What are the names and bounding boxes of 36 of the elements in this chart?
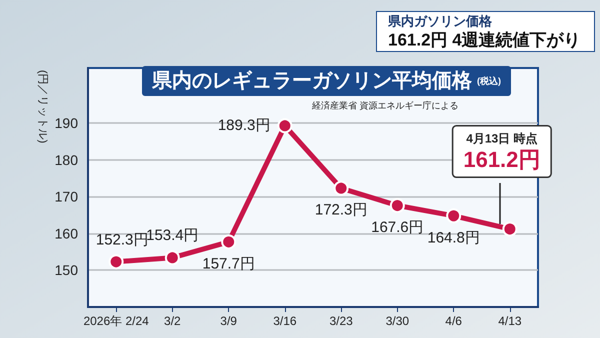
x-tick-label: 2026年 2/24 xyxy=(83,314,150,328)
data-label: 172.3円 xyxy=(314,202,368,219)
x-tick-label: 3/30 xyxy=(386,314,410,328)
point xyxy=(108,254,124,270)
point xyxy=(277,118,292,134)
y-tick-label: 190 xyxy=(54,115,78,132)
text: 県内ガソリン価格 xyxy=(387,14,493,28)
data-label: 157.7円 xyxy=(202,255,255,272)
chart-title: 県内のレギュラーガソリン平均価格 xyxy=(151,70,473,92)
point xyxy=(502,222,518,237)
data-label: 164.8円 xyxy=(427,229,480,246)
annotation: 4月13日 時点 xyxy=(466,132,538,146)
x-tick-label: 3/16 xyxy=(273,314,297,328)
data-label: 153.4円 xyxy=(146,227,199,244)
y-tick-label: 170 xyxy=(54,188,78,205)
point xyxy=(164,250,180,266)
point xyxy=(446,208,462,224)
data-label: 152.3円 xyxy=(96,231,148,248)
x-tick-label: 4/6 xyxy=(445,314,462,328)
x-tick-label: 3/9 xyxy=(220,314,238,328)
y-tick-label: 180 xyxy=(54,152,78,168)
point xyxy=(221,234,236,250)
x-tick-label: 3/2 xyxy=(164,314,182,328)
annotation: 経済産業省 資源エネルギー庁による xyxy=(311,100,459,110)
y-tick-label: 160 xyxy=(54,225,78,242)
point xyxy=(334,180,349,196)
y-axis-title: (円／リットル) xyxy=(36,70,48,144)
text: 161.2円 4週連続値下がり xyxy=(388,30,581,50)
y-tick-label: 150 xyxy=(54,262,78,278)
point xyxy=(390,198,405,214)
data-label: 189.3円 xyxy=(218,117,270,134)
x-tick-label: 4/13 xyxy=(498,314,522,328)
x-tick-label: 3/23 xyxy=(329,314,354,328)
text: (税込) xyxy=(477,76,501,86)
data-label: 161.2円 xyxy=(463,147,540,172)
data-label: 167.6円 xyxy=(371,219,424,236)
